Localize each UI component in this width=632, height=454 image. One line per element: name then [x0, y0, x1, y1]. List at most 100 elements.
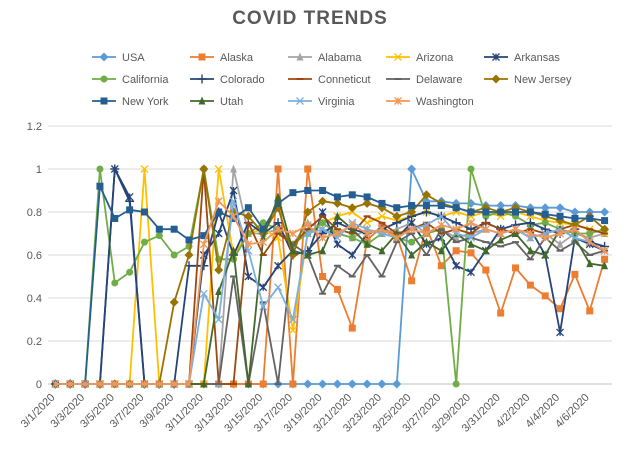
legend-label: USA	[122, 52, 145, 64]
marker	[348, 220, 357, 229]
marker	[601, 217, 609, 225]
marker	[230, 164, 238, 173]
marker	[140, 208, 148, 216]
marker	[303, 207, 313, 217]
marker	[512, 229, 520, 237]
marker	[200, 379, 208, 388]
legend-label: Arizona	[416, 52, 454, 64]
marker	[482, 246, 490, 255]
marker	[601, 255, 609, 263]
marker	[526, 281, 534, 289]
legend-item: Delaware	[386, 74, 462, 86]
marker	[348, 324, 356, 332]
marker	[110, 380, 119, 388]
legend-item: Alabama	[288, 52, 362, 64]
marker	[318, 208, 327, 216]
marker	[214, 197, 223, 206]
marker	[229, 186, 238, 195]
marker	[169, 297, 179, 307]
legend-item: New York	[92, 96, 169, 108]
marker	[586, 233, 594, 242]
marker	[304, 250, 312, 259]
y-tick-label: 0.8	[27, 207, 42, 219]
marker	[571, 270, 579, 278]
legend-label: Washington	[416, 96, 474, 108]
marker	[259, 233, 267, 242]
marker	[230, 246, 238, 255]
series-line	[55, 200, 606, 385]
marker	[496, 201, 506, 211]
marker	[274, 199, 282, 207]
marker	[333, 240, 342, 249]
marker	[491, 74, 501, 84]
marker	[492, 53, 500, 61]
marker	[347, 379, 357, 389]
marker	[289, 246, 297, 255]
marker	[586, 230, 594, 237]
legend-label: Colorado	[220, 74, 265, 86]
marker	[482, 266, 490, 274]
marker	[304, 165, 312, 173]
marker	[333, 211, 341, 220]
marker	[348, 234, 356, 242]
marker	[319, 187, 327, 194]
marker	[422, 223, 430, 231]
marker	[556, 212, 564, 220]
marker	[437, 246, 445, 255]
marker	[274, 225, 283, 234]
marker	[274, 261, 283, 270]
marker	[289, 380, 297, 388]
marker	[394, 97, 402, 105]
marker	[332, 198, 342, 208]
marker	[452, 233, 460, 242]
marker	[244, 272, 253, 281]
marker	[303, 220, 312, 229]
marker	[318, 225, 327, 234]
marker	[229, 197, 238, 206]
marker	[126, 206, 134, 214]
marker	[125, 196, 135, 206]
marker	[100, 97, 108, 105]
marker	[526, 229, 535, 238]
marker	[155, 232, 163, 240]
marker	[296, 97, 304, 105]
marker	[407, 207, 417, 217]
legend-item: Conneticut	[288, 74, 371, 86]
marker	[601, 261, 609, 270]
legend-label: Alaska	[220, 52, 254, 64]
marker	[393, 224, 401, 233]
marker	[497, 235, 505, 244]
marker	[348, 251, 357, 259]
marker	[600, 207, 610, 217]
legend-label: Arkansas	[514, 52, 560, 64]
marker	[422, 202, 430, 210]
marker	[274, 283, 283, 292]
marker	[467, 268, 475, 277]
marker	[243, 211, 253, 221]
marker	[541, 250, 549, 259]
marker	[377, 379, 387, 389]
marker	[155, 225, 163, 233]
marker	[99, 52, 109, 62]
marker	[541, 219, 549, 227]
marker	[319, 273, 327, 280]
marker	[467, 233, 475, 242]
marker	[96, 182, 104, 190]
marker	[497, 309, 505, 317]
marker	[214, 265, 224, 275]
marker	[333, 285, 341, 293]
marker	[363, 193, 371, 201]
marker	[95, 380, 104, 388]
marker	[259, 302, 268, 311]
marker	[452, 380, 460, 388]
marker	[600, 246, 609, 255]
marker	[199, 240, 208, 249]
marker	[378, 246, 386, 255]
legend-item: Arkansas	[484, 52, 560, 64]
marker	[96, 165, 104, 173]
marker	[585, 238, 594, 247]
marker	[111, 279, 119, 287]
marker	[348, 224, 356, 233]
legend-item: Alaska	[190, 52, 254, 64]
marker	[198, 96, 206, 105]
